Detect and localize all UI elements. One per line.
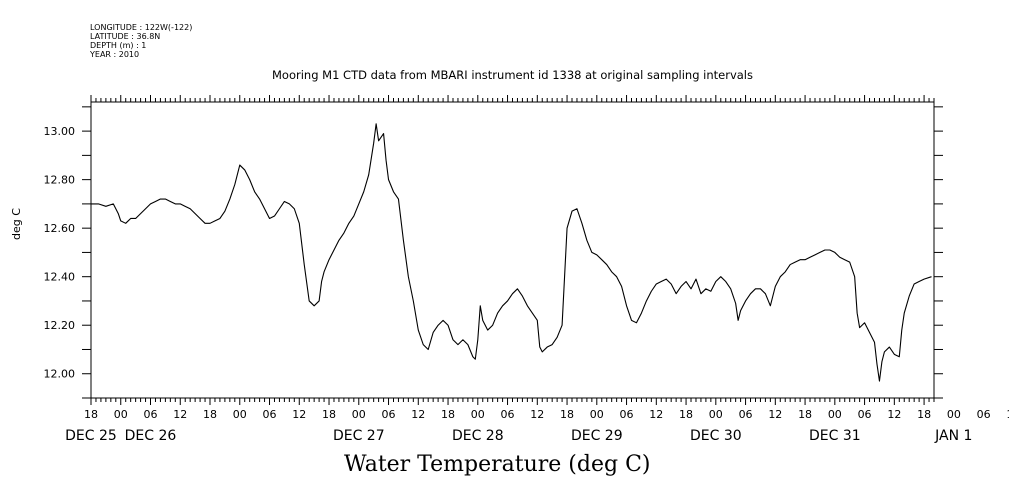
x-tick-label: 18: [798, 408, 812, 421]
x-day-label: DEC 30: [690, 428, 742, 444]
x-tick-label: 00: [471, 408, 485, 421]
y-tick-label: 12.00: [44, 368, 76, 381]
x-tick-label: 00: [233, 408, 247, 421]
depth-label: DEPTH (m) : 1: [90, 41, 147, 50]
x-tick-label: 06: [144, 408, 158, 421]
x-tick-label: 18: [203, 408, 217, 421]
y-tick-label: 12.40: [44, 271, 76, 284]
longitude-label: LONGITUDE : 122W(-122): [90, 23, 193, 32]
x-tick-label: 00: [828, 408, 842, 421]
x-tick-label: 00: [114, 408, 128, 421]
x-axis-label: Water Temperature (deg C): [344, 452, 651, 477]
y-tick-label: 12.60: [44, 222, 76, 235]
x-tick-label: 06: [977, 408, 991, 421]
plot-frame: [90, 101, 935, 399]
x-day-label: JAN 1: [934, 428, 972, 444]
x-tick-label: 06: [858, 408, 872, 421]
x-tick-label: 06: [382, 408, 396, 421]
x-tick-label: 06: [501, 408, 515, 421]
x-day-label: DEC 29: [571, 428, 623, 444]
x-tick-label: 00: [352, 408, 366, 421]
x-tick-label: 06: [620, 408, 634, 421]
x-tick-label: 12: [292, 408, 306, 421]
x-tick-label: 18: [560, 408, 574, 421]
x-day-label: DEC 31: [809, 428, 861, 444]
x-tick-label: 18: [441, 408, 455, 421]
x-tick-label: 06: [739, 408, 753, 421]
y-tick-label: 12.80: [44, 174, 76, 187]
x-day-label: DEC 26: [125, 428, 177, 444]
y-tick-label: 12.20: [44, 319, 76, 332]
x-tick-label: 12: [887, 408, 901, 421]
x-tick-label: 18: [322, 408, 336, 421]
x-day-label: DEC 27: [333, 428, 385, 444]
x-day-label: DEC 28: [452, 428, 504, 444]
x-tick-label: 18: [917, 408, 931, 421]
x-tick-label: 18: [679, 408, 693, 421]
x-tick-label: 12: [649, 408, 663, 421]
x-tick-label: 00: [590, 408, 604, 421]
x-tick-label: 12: [1006, 408, 1009, 421]
x-tick-label: 18: [84, 408, 98, 421]
year-label: YEAR : 2010: [90, 50, 140, 59]
x-tick-label: 06: [263, 408, 277, 421]
y-tick-label: 13.00: [44, 125, 76, 138]
x-tick-label: 00: [947, 408, 961, 421]
latitude-label: LATITUDE : 36.8N: [90, 32, 161, 41]
chart-title: Mooring M1 CTD data from MBARI instrumen…: [272, 68, 753, 82]
x-day-label: DEC 25: [65, 428, 117, 444]
x-tick-label: 12: [768, 408, 782, 421]
x-tick-label: 12: [173, 408, 187, 421]
x-tick-label: 12: [411, 408, 425, 421]
x-tick-label: 00: [709, 408, 723, 421]
temperature-line: [91, 123, 932, 382]
x-tick-label: 12: [530, 408, 544, 421]
